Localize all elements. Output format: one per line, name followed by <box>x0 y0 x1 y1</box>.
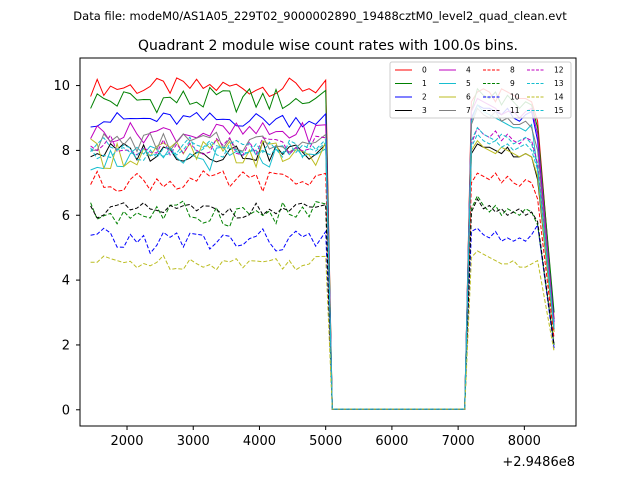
series-line-12 <box>90 126 555 410</box>
x-tick-label-6000: 6000 <box>375 434 408 449</box>
chart-suptitle: Data file: modeM0/AS1A05_229T02_90000028… <box>73 9 567 23</box>
x-offset-label: +2.9486e8 <box>502 455 575 470</box>
legend-label-15: 15 <box>554 106 564 115</box>
series-line-9 <box>90 194 555 410</box>
y-tick-label-2: 2 <box>62 338 70 353</box>
x-tick-label-7000: 7000 <box>442 434 475 449</box>
legend-label-11: 11 <box>510 106 520 115</box>
legend-label-0: 0 <box>422 66 427 75</box>
legend-label-7: 7 <box>466 106 471 115</box>
legend-label-12: 12 <box>554 66 564 75</box>
x-tick-label-4000: 4000 <box>243 434 276 449</box>
series-line-15 <box>90 133 555 410</box>
legend-label-9: 9 <box>510 79 515 88</box>
series-line-8 <box>90 170 555 410</box>
series-line-14 <box>90 250 555 410</box>
legend-label-2: 2 <box>422 93 427 102</box>
x-tick-label-2000: 2000 <box>110 434 143 449</box>
y-tick-label-0: 0 <box>62 403 70 418</box>
legend-label-4: 4 <box>466 66 471 75</box>
x-tick-label-8000: 8000 <box>508 434 541 449</box>
legend-label-1: 1 <box>422 79 427 88</box>
legend-label-8: 8 <box>510 66 515 75</box>
series-line-11 <box>90 197 555 410</box>
chart-title: Quadrant 2 module wise count rates with … <box>138 38 518 54</box>
x-tick-label-3000: 3000 <box>177 434 210 449</box>
series-line-6 <box>90 138 555 410</box>
series-layer <box>90 77 555 410</box>
y-tick-label-10: 10 <box>53 79 70 94</box>
y-tick-label-8: 8 <box>62 144 70 159</box>
ticks-layer: 2000 3000 4000 5000 6000 7000 8000 0 2 4 6 8 10 <box>53 79 540 449</box>
legend-label-6: 6 <box>466 93 471 102</box>
x-tick-label-5000: 5000 <box>309 434 342 449</box>
y-tick-label-4: 4 <box>62 274 70 289</box>
series-line-10 <box>90 223 555 410</box>
legend-label-14: 14 <box>554 93 564 102</box>
series-line-13 <box>90 126 555 410</box>
legend-label-10: 10 <box>510 93 520 102</box>
y-tick-label-6: 6 <box>62 209 70 224</box>
legend-label-3: 3 <box>422 106 427 115</box>
legend-box <box>389 61 572 119</box>
legend-label-13: 13 <box>554 79 564 88</box>
legend-label-5: 5 <box>466 79 471 88</box>
axes-border <box>79 57 577 427</box>
